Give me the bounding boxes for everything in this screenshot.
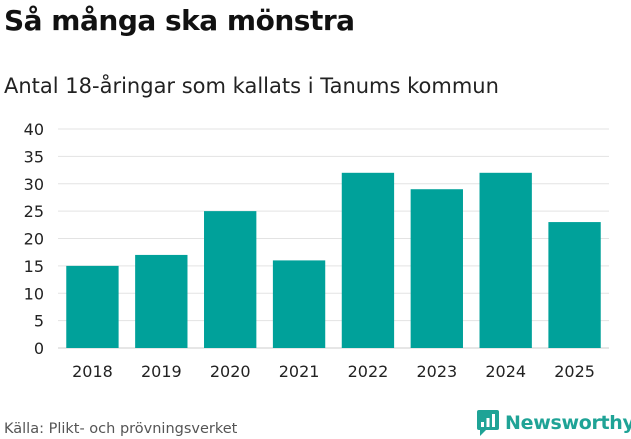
bar-2020 bbox=[204, 211, 257, 348]
x-axis-ticks: 2018 2019 2020 2021 2022 2023 2024 2025 bbox=[72, 362, 595, 381]
y-tick-label: 35 bbox=[24, 147, 44, 166]
newsworthy-chart-icon bbox=[477, 410, 499, 436]
y-tick-label: 10 bbox=[24, 284, 44, 303]
bars bbox=[66, 172, 601, 348]
x-tick-label: 2025 bbox=[554, 362, 595, 381]
y-tick-label: 40 bbox=[24, 120, 44, 139]
y-tick-label: 20 bbox=[24, 230, 44, 249]
x-tick-label: 2024 bbox=[485, 362, 526, 381]
y-tick-label: 30 bbox=[24, 175, 44, 194]
bar-2019 bbox=[135, 254, 188, 348]
chart-subtitle: Antal 18-åringar som kallats i Tanums ko… bbox=[4, 74, 499, 98]
brand-name: Newsworthy bbox=[505, 412, 631, 434]
x-tick-label: 2018 bbox=[72, 362, 113, 381]
bar-2022 bbox=[341, 172, 395, 348]
y-tick-label: 0 bbox=[34, 339, 44, 358]
x-tick-label: 2023 bbox=[416, 362, 457, 381]
x-tick-label: 2022 bbox=[348, 362, 389, 381]
source-note: Källa: Plikt- och prövningsverket bbox=[4, 421, 238, 437]
bar-2023 bbox=[410, 189, 463, 348]
y-tick-label: 15 bbox=[24, 257, 44, 276]
bar-2021 bbox=[272, 260, 326, 348]
newsworthy-logo: Newsworthy bbox=[477, 408, 631, 438]
x-tick-label: 2021 bbox=[279, 362, 320, 381]
bar-2025 bbox=[548, 222, 601, 348]
y-tick-label: 25 bbox=[24, 202, 44, 221]
chart-title: Så många ska mönstra bbox=[4, 4, 355, 37]
bar-2024 bbox=[479, 172, 532, 348]
x-tick-label: 2019 bbox=[141, 362, 182, 381]
y-tick-label: 5 bbox=[34, 312, 44, 331]
y-axis-ticks: 0 5 10 15 20 25 30 35 40 bbox=[24, 120, 44, 358]
x-tick-label: 2020 bbox=[210, 362, 251, 381]
bar-2018 bbox=[66, 265, 119, 348]
